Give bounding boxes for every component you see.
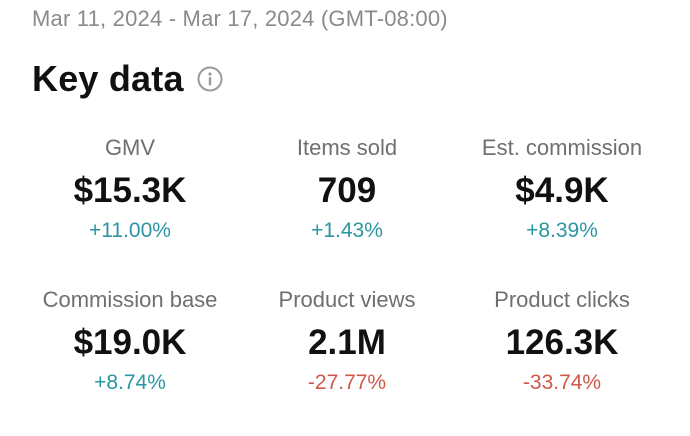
metric-value: $19.0K (73, 323, 187, 362)
page-title: Key data (32, 58, 184, 99)
metric-value: $15.3K (73, 171, 187, 210)
metric-label: Est. commission (481, 135, 643, 160)
metric-label: Commission base (42, 287, 218, 312)
metric-gmv[interactable]: GMV $15.3K +11.00% (20, 132, 240, 284)
key-data-header: Key data (32, 58, 224, 100)
metric-commission-base[interactable]: Commission base $19.0K +8.74% (20, 284, 240, 436)
metric-product-clicks[interactable]: Product clicks 126.3K -33.74% (454, 284, 670, 436)
metric-label: Items sold (296, 135, 398, 160)
info-icon[interactable] (196, 65, 224, 93)
metric-value: $4.9K (515, 171, 609, 210)
metric-label: Product views (278, 287, 416, 312)
metric-value: 709 (317, 171, 377, 210)
metric-value: 126.3K (505, 323, 619, 362)
metric-change: +8.39% (526, 219, 598, 242)
metric-change: -27.77% (307, 371, 387, 394)
metric-value: 2.1M (308, 323, 386, 362)
metric-label: GMV (104, 135, 156, 160)
metric-change: +11.00% (89, 219, 171, 242)
metrics-grid: GMV $15.3K +11.00% Items sold 709 +1.43%… (20, 132, 670, 436)
date-range: Mar 11, 2024 - Mar 17, 2024 (GMT-08:00) (32, 6, 448, 31)
metric-change: +1.43% (311, 219, 383, 242)
metric-change: +8.74% (94, 371, 166, 394)
metric-est-commission[interactable]: Est. commission $4.9K +8.39% (454, 132, 670, 284)
metric-items-sold[interactable]: Items sold 709 +1.43% (240, 132, 454, 284)
metric-product-views[interactable]: Product views 2.1M -27.77% (240, 284, 454, 436)
metric-label: Product clicks (494, 287, 630, 312)
metric-change: -33.74% (522, 371, 602, 394)
